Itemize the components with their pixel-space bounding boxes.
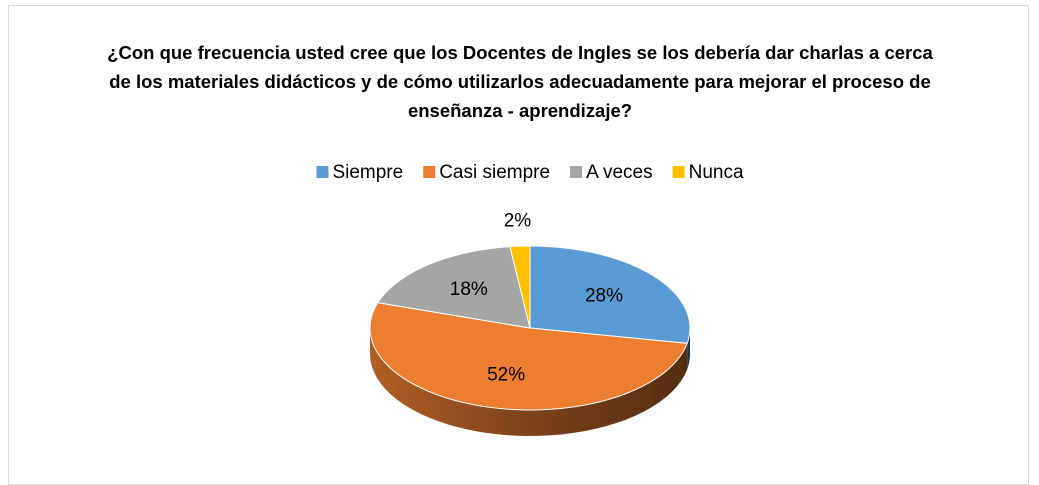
pie-side: [687, 328, 690, 370]
legend-label: Siempre: [332, 162, 403, 183]
pie-side: [370, 328, 688, 436]
legend-marker: [570, 166, 583, 178]
pie-slice: [369, 302, 688, 411]
legend-marker: [672, 166, 685, 178]
data-label: 18%: [450, 279, 488, 300]
legend-label: Casi siempre: [439, 162, 550, 183]
pie-slice: [376, 246, 531, 329]
pie-slice: [529, 245, 691, 344]
legend-marker: [316, 166, 329, 178]
data-label: 2%: [504, 211, 532, 232]
legend-marker: [423, 166, 436, 178]
chart-title: ¿Con que frecuencia usted cree que los D…: [107, 42, 933, 121]
pie-slice: [509, 245, 531, 329]
data-label: 52%: [487, 365, 525, 386]
legend-label: A veces: [586, 162, 653, 183]
data-label: 28%: [585, 286, 623, 307]
legend-label: Nunca: [689, 162, 744, 183]
